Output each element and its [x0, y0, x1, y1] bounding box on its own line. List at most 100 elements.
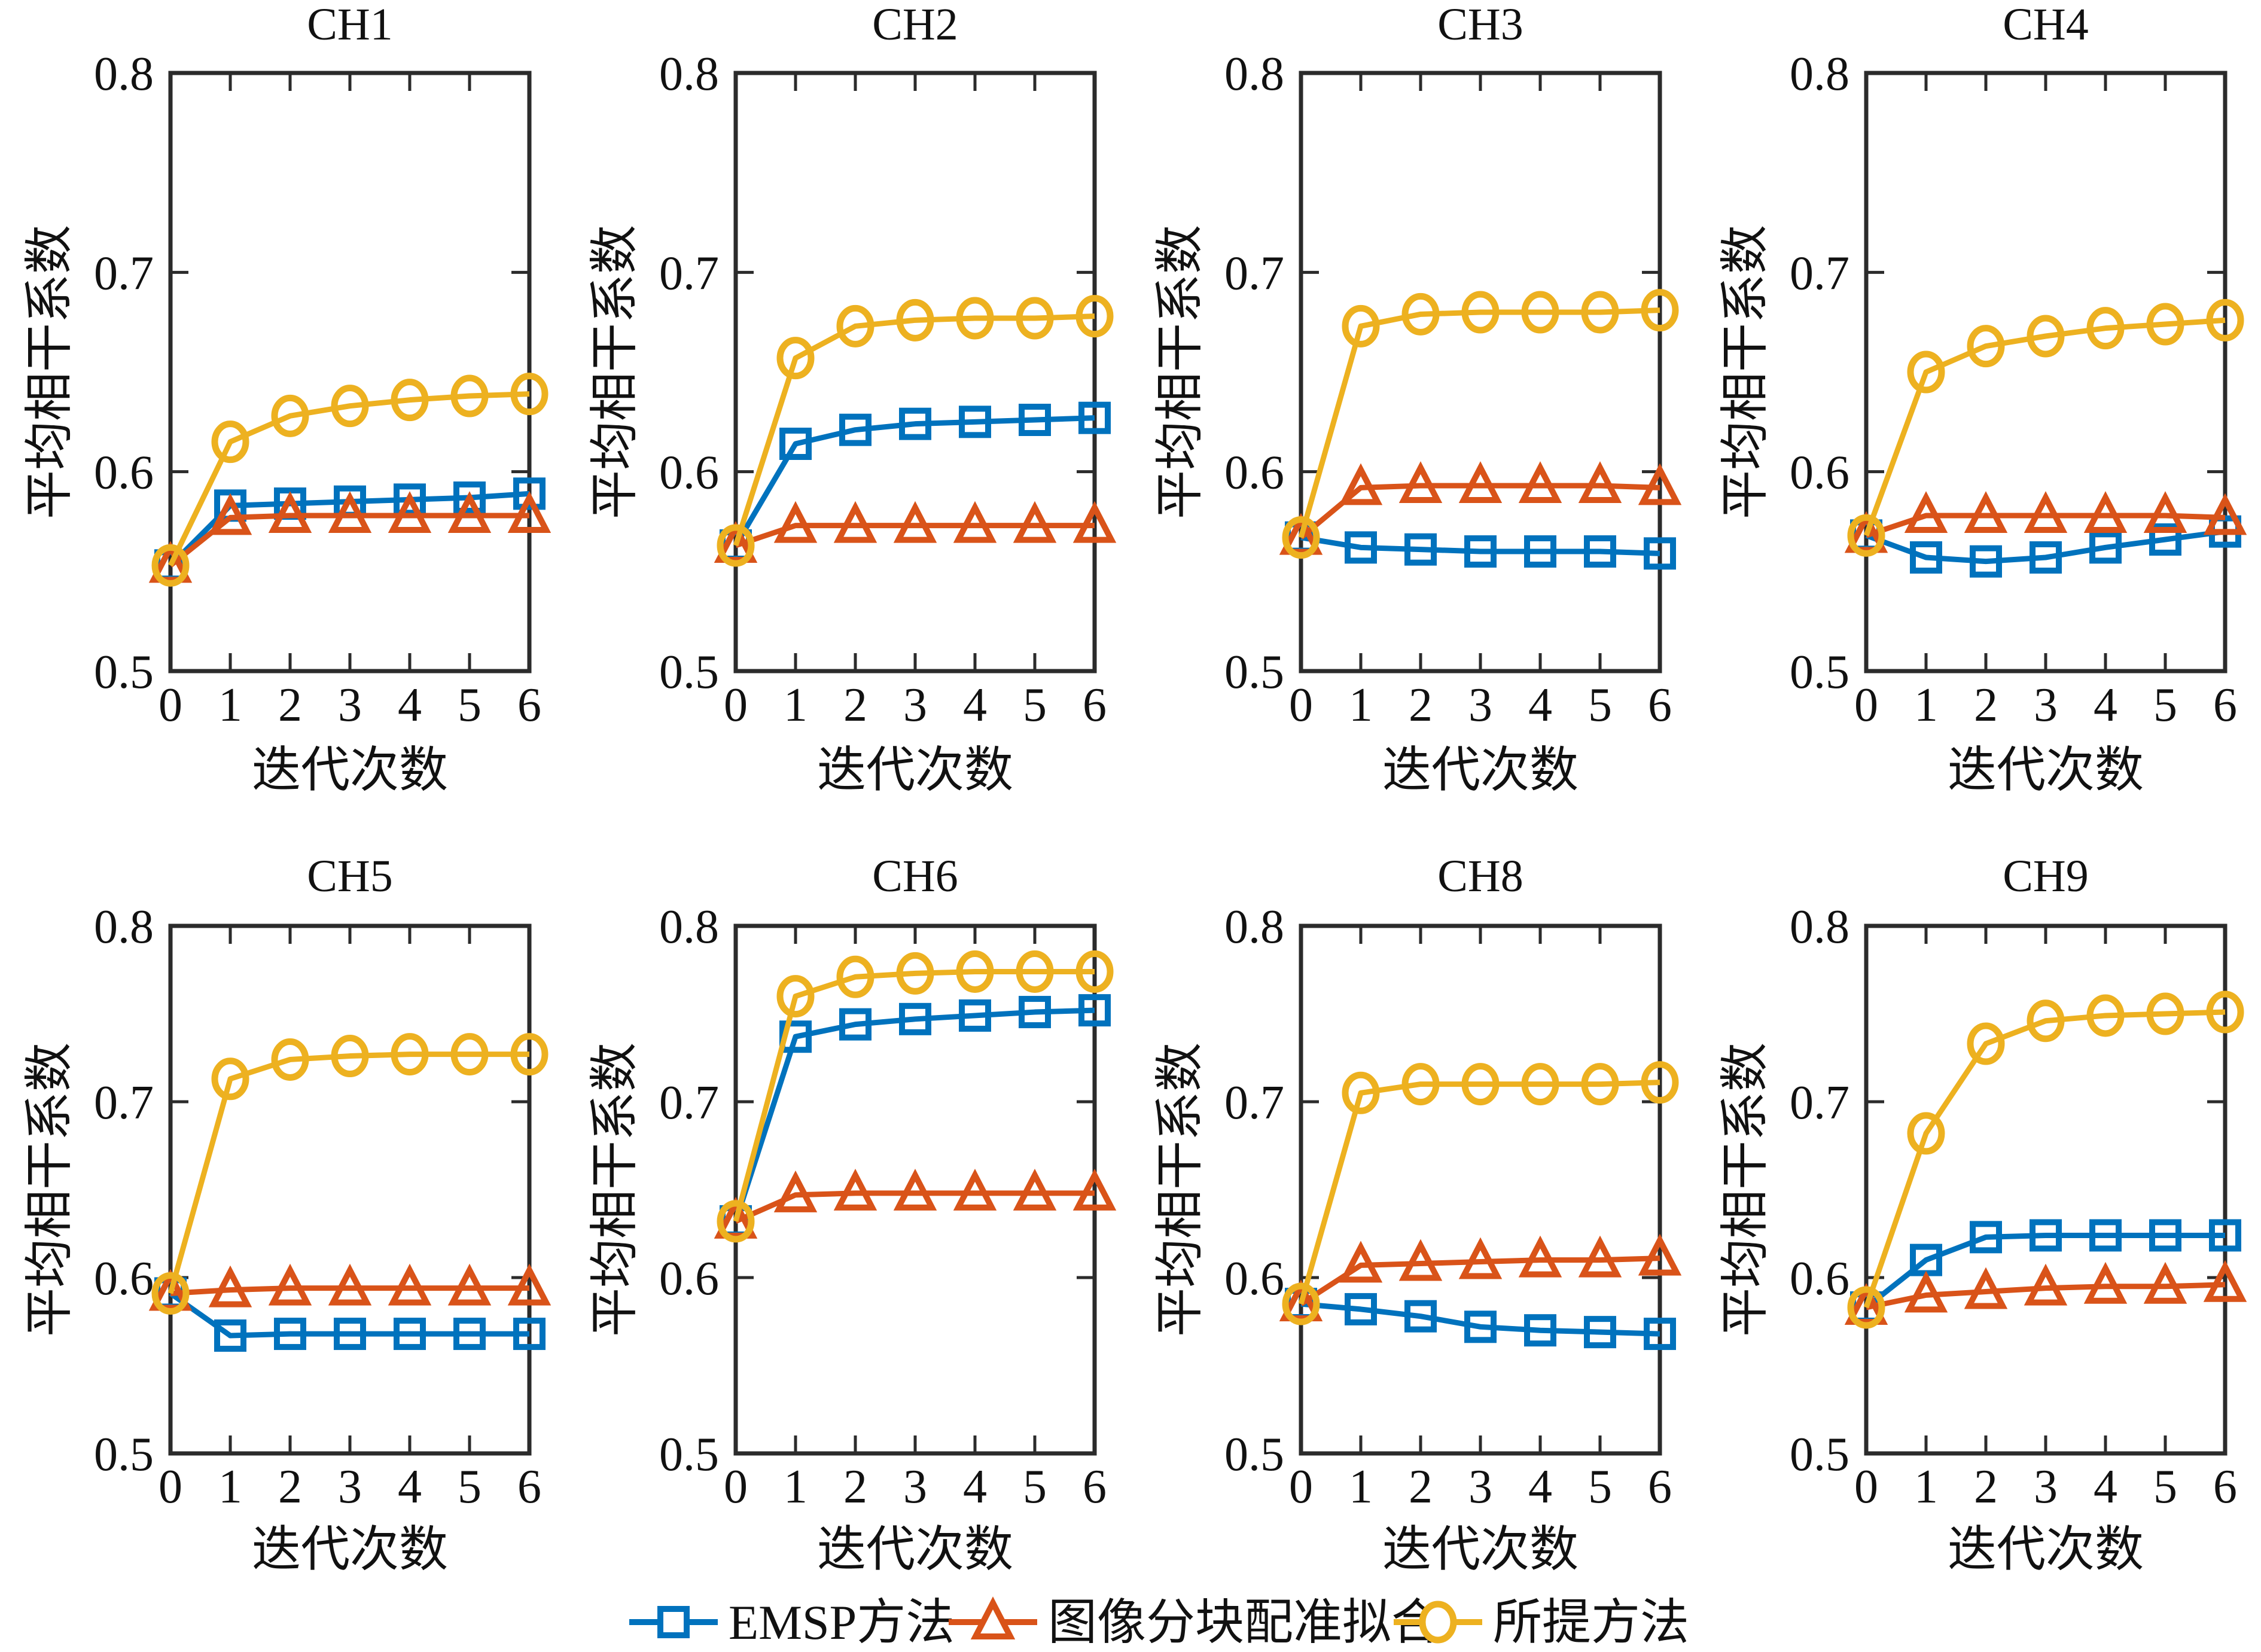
series-line: [1863, 317, 2226, 537]
y-tick-label: 0.8: [1790, 901, 1849, 953]
x-tick-label: 0: [724, 679, 748, 731]
x-tick-label: 1: [1349, 1461, 1373, 1513]
circle-marker-icon: [1401, 1063, 1440, 1106]
y-axis-label: 平均相干系数: [22, 225, 77, 519]
circle-marker-icon: [1967, 325, 2005, 368]
subplot-title: CH4: [2003, 0, 2089, 50]
triangle-marker-icon: [1339, 1240, 1383, 1283]
series-circle: [1282, 289, 1679, 559]
triangle-marker-icon: [953, 1169, 997, 1211]
x-tick-label: 1: [784, 1461, 807, 1513]
square-marker-icon: [453, 1318, 486, 1351]
square-marker-icon: [2209, 1219, 2241, 1252]
square-marker-icon: [1019, 404, 1051, 436]
series-line: [169, 1291, 529, 1339]
x-tick-label: 5: [1023, 1461, 1047, 1513]
axis-ticks: [734, 71, 1096, 673]
circle-marker-icon: [1016, 950, 1054, 993]
x-tick-label: 2: [1974, 679, 1998, 731]
triangle-marker-icon: [1844, 511, 1888, 553]
x-tick-label: 1: [784, 679, 807, 731]
triangle-marker-icon: [1904, 1270, 1948, 1313]
triangle-marker-icon: [447, 1263, 492, 1306]
series-triangle: [148, 1263, 551, 1311]
x-tick-label: 1: [1914, 1461, 1938, 1513]
y-tick-label: 0.5: [659, 1428, 719, 1481]
axis-tick-labels: 0.5 0.6 0.7 0.8 0 1 2 3 4 5 6: [659, 48, 1107, 731]
x-tick-label: 6: [1648, 679, 1672, 731]
triangle-marker-icon: [507, 491, 551, 533]
circle-marker-icon: [1401, 292, 1440, 336]
x-tick-label: 3: [2034, 1461, 2058, 1513]
x-tick-label: 4: [2094, 679, 2117, 731]
circle-marker-icon: [450, 1033, 489, 1076]
triangle-marker-icon: [1072, 1169, 1117, 1211]
triangle-marker-icon: [833, 1169, 877, 1211]
y-tick-label: 0.5: [1790, 1428, 1849, 1481]
circle-marker-icon: [896, 952, 934, 995]
circle-marker-icon: [1342, 1071, 1380, 1114]
triangle-marker-icon: [2143, 1261, 2187, 1304]
triangle-marker-icon: [2083, 491, 2128, 533]
series-circle: [151, 373, 549, 587]
square-marker-icon: [2149, 1219, 2181, 1252]
x-axis-label: 迭代次数: [1948, 1522, 2144, 1577]
series-line: [1864, 1232, 2225, 1310]
series-line: [1865, 529, 2226, 565]
triangle-marker-icon: [1013, 501, 1057, 543]
square-marker-icon: [1345, 531, 1377, 564]
series-triangle: [148, 491, 551, 583]
y-tick-label: 0.5: [1790, 646, 1849, 699]
axis-ticks: [169, 71, 531, 673]
circle-marker-icon: [1641, 1061, 1679, 1104]
x-tick-label: 3: [1468, 679, 1492, 731]
triangle-marker-icon: [208, 1265, 252, 1307]
x-tick-label: 2: [278, 1461, 302, 1513]
axis-ticks: [1299, 71, 1662, 673]
circle-marker-icon: [2146, 303, 2184, 346]
circle-marker-icon: [2086, 307, 2125, 350]
y-tick-label: 0.8: [94, 48, 154, 100]
circle-marker-icon: [2146, 992, 2184, 1035]
y-tick-label: 0.6: [94, 447, 154, 499]
square-marker-icon: [1524, 1314, 1556, 1347]
series-line: [1863, 1009, 2226, 1309]
square-marker-icon: [1464, 1310, 1497, 1343]
circle-marker-icon: [1521, 291, 1559, 334]
triangle-marker-icon: [1339, 463, 1383, 505]
axis-tick-labels: 0.5 0.6 0.7 0.8 0 1 2 3 4 5 6: [1790, 48, 2237, 731]
series-line: [167, 391, 530, 567]
circle-marker-icon: [1521, 1063, 1559, 1106]
square-marker-icon: [394, 483, 426, 516]
square-marker-icon: [899, 407, 931, 440]
x-tick-label: 2: [1409, 679, 1433, 731]
triangle-marker-icon: [1398, 1239, 1443, 1281]
x-tick-label: 0: [159, 679, 182, 731]
x-tick-label: 4: [398, 679, 422, 731]
x-tick-label: 3: [903, 1461, 927, 1513]
series-triangle: [1844, 491, 2247, 553]
y-axis-label: 平均相干系数: [1718, 1043, 1772, 1337]
circle-marker-icon: [2086, 994, 2125, 1037]
square-marker-icon: [1584, 1316, 1616, 1349]
triangle-marker-icon: [893, 501, 937, 543]
triangle-marker-icon: [970, 1596, 1016, 1639]
circle-marker-icon: [1907, 350, 1945, 394]
x-tick-label: 6: [2213, 1461, 2237, 1513]
y-tick-label: 0.5: [659, 646, 719, 699]
x-tick-label: 6: [2213, 679, 2237, 731]
x-tick-label: 3: [903, 679, 927, 731]
square-marker-icon: [1464, 535, 1497, 568]
circle-marker-icon: [1282, 1282, 1320, 1325]
x-axis-label: 迭代次数: [817, 1522, 1013, 1577]
triangle-marker-icon: [328, 1263, 372, 1306]
circle-marker-icon: [391, 1033, 429, 1076]
triangle-marker-icon: [507, 1263, 551, 1306]
square-marker-icon: [1970, 1221, 2002, 1254]
